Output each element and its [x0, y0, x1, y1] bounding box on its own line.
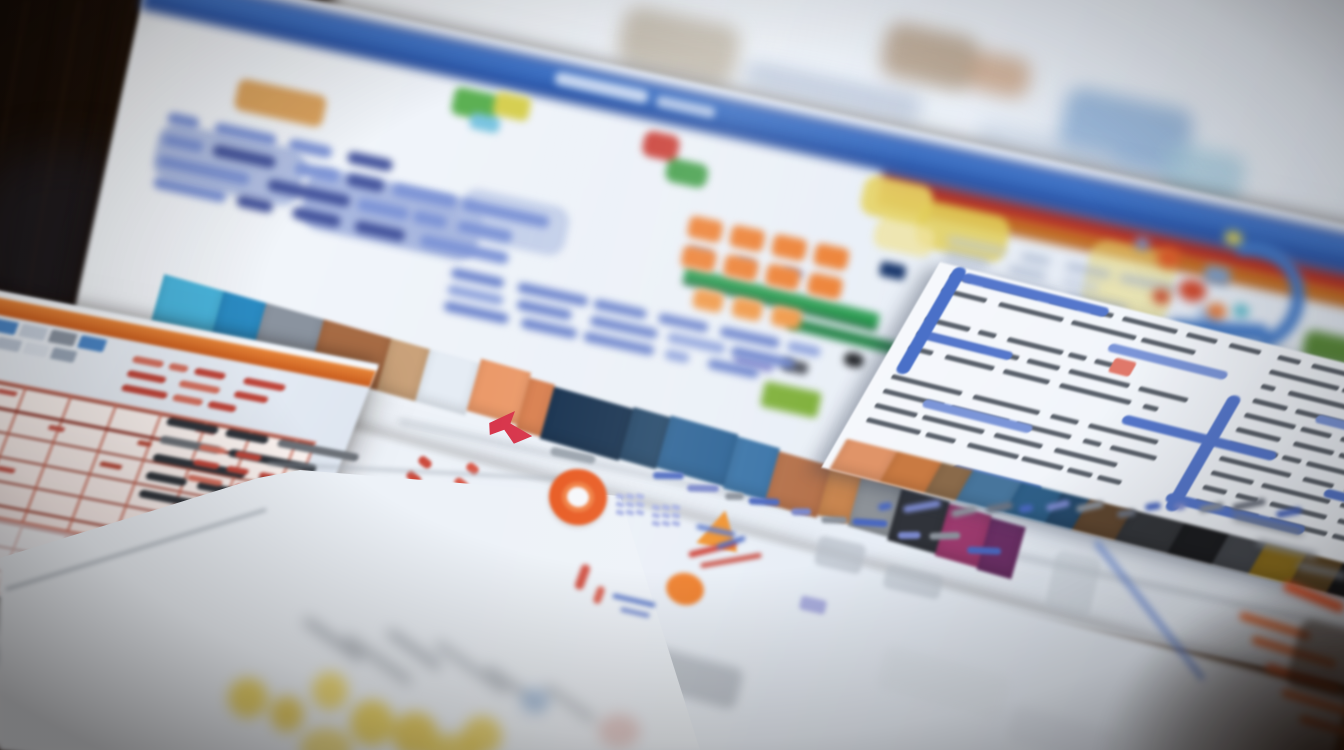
gray-dash: [1256, 539, 1318, 559]
orange-heading: [1282, 580, 1344, 614]
gray-dash: [1232, 513, 1304, 537]
sheet-edge-blue-line: [1093, 540, 1206, 681]
orange-dash: [1298, 714, 1344, 742]
gray-dash: [1295, 562, 1344, 580]
